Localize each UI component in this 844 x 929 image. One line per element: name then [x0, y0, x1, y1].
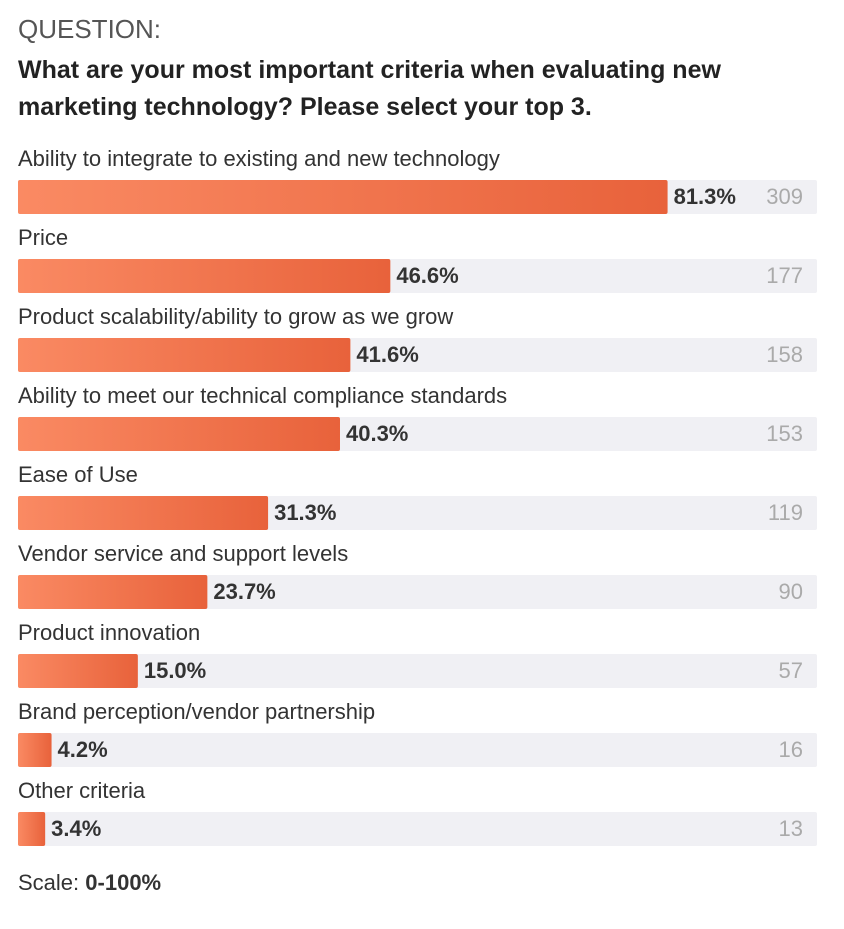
scale-label: Scale:: [18, 870, 80, 895]
value-label: 46.6%: [396, 263, 458, 288]
value-label: 3.4%: [51, 816, 101, 841]
value-label: 40.3%: [346, 421, 408, 446]
scale-value: 0-100%: [85, 870, 162, 895]
bar-track: [18, 733, 817, 767]
bar: [18, 733, 52, 767]
count-label: 57: [779, 658, 803, 683]
value-label: 41.6%: [356, 342, 418, 367]
bar: [18, 812, 46, 846]
category-label: Ability to meet our technical compliance…: [18, 383, 507, 408]
count-label: 177: [766, 263, 803, 288]
bar-track: [18, 654, 817, 688]
value-label: 4.2%: [58, 737, 108, 762]
value-label: 23.7%: [213, 579, 275, 604]
count-label: 158: [766, 342, 803, 367]
bar: [18, 417, 340, 451]
count-label: 309: [766, 184, 803, 209]
bar: [18, 496, 269, 530]
bar: [18, 338, 351, 372]
question-title: What are your most important criteria wh…: [18, 56, 721, 121]
chart: Ability to integrate to existing and new…: [18, 146, 817, 846]
scale-note: Scale: 0-100%: [18, 870, 161, 896]
bar: [18, 259, 391, 293]
bar: [18, 575, 208, 609]
count-label: 13: [779, 816, 803, 841]
value-label: 15.0%: [144, 658, 206, 683]
bar: [18, 180, 668, 214]
bar-track: [18, 812, 817, 846]
count-label: 16: [779, 737, 803, 762]
category-label: Product innovation: [18, 620, 200, 645]
count-label: 119: [768, 500, 803, 525]
count-label: 153: [766, 421, 803, 446]
value-label: 81.3%: [674, 184, 736, 209]
category-label: Vendor service and support levels: [18, 541, 348, 566]
bar: [18, 654, 138, 688]
category-label: Ease of Use: [18, 462, 138, 487]
category-label: Ability to integrate to existing and new…: [18, 146, 500, 171]
category-label: Other criteria: [18, 778, 146, 803]
count-label: 90: [779, 579, 803, 604]
category-label: Product scalability/ability to grow as w…: [18, 304, 453, 329]
value-label: 31.3%: [274, 500, 336, 525]
question-kicker: QUESTION:: [18, 14, 162, 44]
category-label: Price: [18, 225, 68, 250]
bar-track: [18, 575, 817, 609]
category-label: Brand perception/vendor partnership: [18, 699, 375, 724]
